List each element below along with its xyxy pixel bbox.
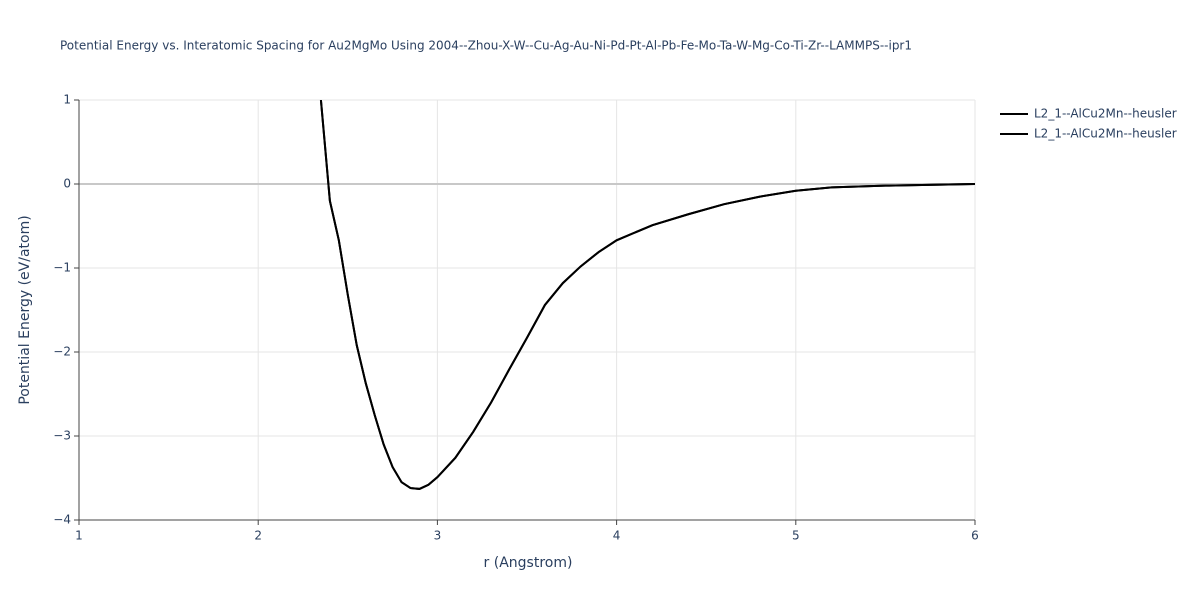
x-tick-label: 5 — [792, 529, 800, 543]
x-tick-label: 3 — [434, 529, 442, 543]
y-tick-label: 1 — [63, 93, 71, 107]
x-tick-label: 4 — [613, 529, 621, 543]
chart-title: Potential Energy vs. Interatomic Spacing… — [60, 39, 912, 53]
x-axis-label: r (Angstrom) — [484, 555, 573, 571]
legend-label: L2_1--AlCu2Mn--heusler — [1034, 107, 1177, 121]
y-axis-label: Potential Energy (eV/atom) — [17, 215, 33, 404]
y-tick-label: 0 — [63, 177, 71, 191]
line-series — [319, 100, 975, 490]
y-tick-label: −2 — [53, 345, 71, 359]
y-tick-label: −4 — [53, 513, 71, 527]
x-tick-label: 6 — [971, 529, 979, 543]
x-tick-label: 1 — [75, 529, 83, 543]
x-tick-label: 2 — [254, 529, 262, 543]
legend-label: L2_1--AlCu2Mn--heusler — [1034, 127, 1177, 141]
y-tick-label: −3 — [53, 429, 71, 443]
line-series — [319, 100, 975, 490]
y-tick-label: −1 — [53, 261, 71, 275]
